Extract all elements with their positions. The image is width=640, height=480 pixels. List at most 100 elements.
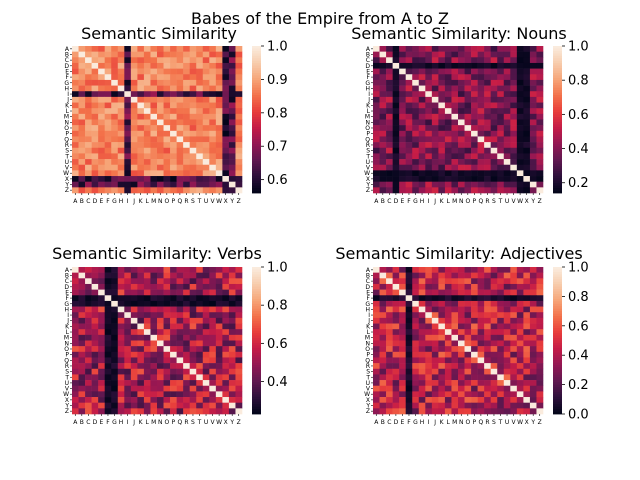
heatmap-cell [399,147,406,154]
heatmap-cell [104,283,112,290]
heatmap-cell [405,380,413,387]
heatmap-cell [215,119,223,126]
heatmap-cell [438,357,446,364]
heatmap-cell [111,374,119,381]
heatmap-cell [124,62,132,69]
heatmap-cell [418,147,426,154]
heatmap-cell [98,391,105,398]
heatmap-cell [235,300,243,307]
heatmap-cell [183,119,190,126]
heatmap-cell [497,102,505,109]
colorbar-band [252,387,261,390]
heatmap-cell [451,113,459,120]
heatmap-cell [497,96,505,103]
heatmap-cell [78,391,86,398]
heatmap-cell [163,102,171,109]
heatmap-cell [464,176,472,182]
heatmap-cell [490,323,498,330]
heatmap-cell [117,176,125,182]
heatmap-cell [117,397,125,403]
heatmap-cell [170,108,177,115]
x-tick-label: F [106,419,110,426]
heatmap-cell [98,96,105,103]
heatmap-cell [379,187,387,194]
heatmap-cell [176,79,184,86]
heatmap-cell [399,283,406,290]
heatmap-cell [189,402,197,409]
heatmap-cell [399,136,406,143]
heatmap-cell [235,85,243,92]
heatmap-cell [209,187,217,194]
heatmap-cell [477,363,485,370]
heatmap-cell [91,391,99,398]
heatmap-cell [529,391,537,398]
heatmap-cell [451,102,459,109]
heatmap-cell [523,295,531,302]
heatmap-cell [490,289,498,296]
heatmap-cell [143,74,151,81]
heatmap-cell [111,267,119,273]
heatmap-cell [484,153,491,160]
x-tick-label: B [80,198,84,205]
heatmap-cell [438,374,446,381]
heatmap-cell [157,278,164,285]
heatmap-cell [150,57,158,64]
heatmap-cell [170,357,177,364]
heatmap-cell [72,368,79,375]
heatmap-cell [477,85,485,92]
heatmap-cell [137,380,145,387]
heatmap-cell [91,91,99,98]
heatmap-cell [130,295,138,302]
heatmap-cell [215,363,223,370]
heatmap-cell [143,334,151,341]
heatmap-cell [510,119,518,126]
heatmap-cell [104,119,112,126]
heatmap-cell [235,136,243,143]
heatmap-cell [72,102,79,109]
heatmap-cell [490,85,498,92]
heatmap-cell [386,102,393,109]
y-tick-label: C [366,278,370,285]
heatmap-cell [444,176,452,182]
heatmap-cell [157,91,164,98]
heatmap-cell [438,181,446,188]
heatmap-cell [228,391,236,398]
heatmap-cell [425,79,433,86]
heatmap-cell [490,306,498,313]
heatmap-cell [431,113,439,120]
heatmap-cell [235,272,243,279]
heatmap-cell [196,153,204,160]
heatmap-cell [124,153,132,160]
heatmap-cell [183,283,190,290]
heatmap-cell [399,267,406,273]
heatmap-cell [484,170,491,177]
heatmap-cell [189,323,197,330]
heatmap-cell [72,164,79,171]
heatmap-cell [503,380,511,387]
heatmap-cell [202,391,210,398]
heatmap-cell [170,181,177,188]
heatmap-cell [143,147,151,154]
colorbar-band [553,95,562,98]
heatmap-cell [150,68,158,75]
heatmap-cell [464,380,472,387]
heatmap-cell [373,346,380,353]
heatmap-cell [373,283,380,290]
heatmap-cell [235,79,243,86]
colorbar-band [553,360,562,363]
x-tick-label: G [112,198,117,205]
heatmap-cell [137,408,145,415]
heatmap-cell [143,351,151,358]
heatmap-cell [104,85,112,92]
heatmap-cell [157,402,164,409]
heatmap-cell [176,130,184,137]
heatmap-cell [484,62,491,69]
heatmap-cell [497,346,505,353]
heatmap-cell [477,312,485,319]
heatmap-cell [209,334,217,341]
heatmap-cell [412,267,420,273]
heatmap-cell [386,153,393,160]
heatmap-cell [412,181,420,188]
x-tick-label: O [465,198,470,205]
heatmap-cell [484,329,491,336]
